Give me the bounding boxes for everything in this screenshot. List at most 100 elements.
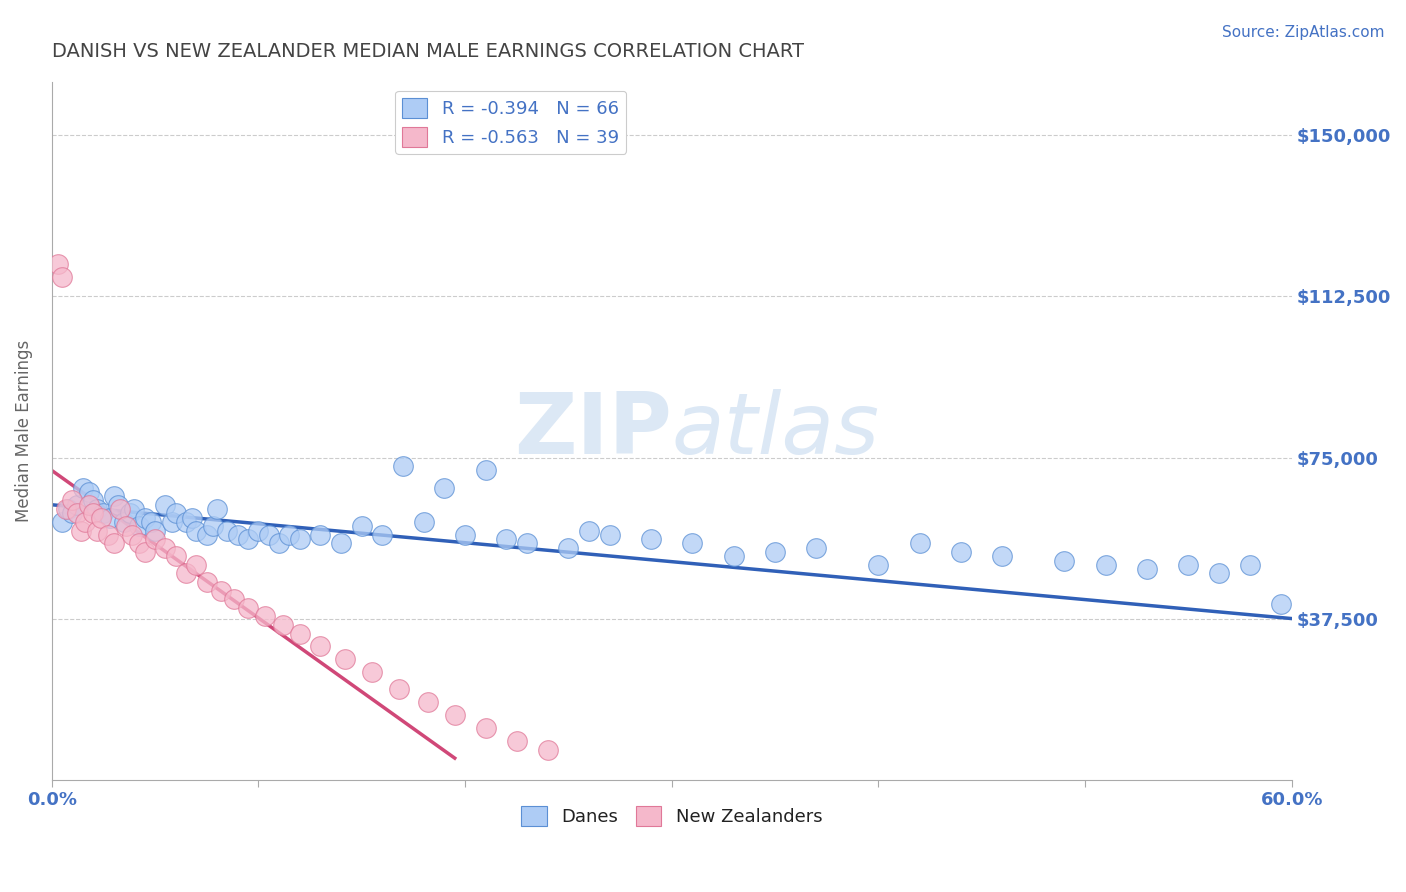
- Point: [236, 532, 259, 546]
- Point: [46, 257, 69, 271]
- Point: [222, 592, 245, 607]
- Point: [209, 583, 232, 598]
- Point: [1177, 558, 1199, 572]
- Point: [309, 640, 332, 654]
- Point: [271, 618, 294, 632]
- Point: [388, 682, 411, 697]
- Point: [73, 515, 96, 529]
- Point: [201, 519, 224, 533]
- Point: [155, 498, 177, 512]
- Point: [128, 536, 150, 550]
- Point: [226, 528, 249, 542]
- Point: [62, 507, 84, 521]
- Point: [139, 515, 162, 529]
- Point: [174, 566, 197, 581]
- Point: [443, 708, 465, 723]
- Point: [288, 626, 311, 640]
- Point: [267, 536, 290, 550]
- Point: [128, 519, 150, 533]
- Point: [107, 498, 129, 512]
- Point: [108, 502, 131, 516]
- Point: [165, 549, 187, 564]
- Point: [640, 532, 662, 546]
- Point: [86, 502, 108, 516]
- Point: [90, 510, 112, 524]
- Point: [1053, 553, 1076, 567]
- Point: [165, 507, 187, 521]
- Point: [82, 493, 104, 508]
- Point: [77, 484, 100, 499]
- Point: [288, 532, 311, 546]
- Point: [115, 519, 138, 533]
- Point: [51, 515, 73, 529]
- Point: [578, 524, 600, 538]
- Point: [392, 459, 415, 474]
- Point: [65, 498, 87, 512]
- Point: [217, 524, 239, 538]
- Point: [55, 502, 77, 516]
- Point: [723, 549, 745, 564]
- Point: [143, 532, 166, 546]
- Point: [160, 515, 183, 529]
- Point: [516, 536, 538, 550]
- Point: [93, 507, 115, 521]
- Text: Source: ZipAtlas.com: Source: ZipAtlas.com: [1222, 25, 1385, 40]
- Point: [62, 493, 84, 508]
- Point: [121, 528, 143, 542]
- Point: [278, 528, 301, 542]
- Point: [112, 515, 135, 529]
- Point: [51, 270, 73, 285]
- Y-axis label: Median Male Earnings: Median Male Earnings: [15, 340, 32, 522]
- Point: [991, 549, 1014, 564]
- Point: [335, 652, 357, 666]
- Point: [134, 545, 156, 559]
- Point: [186, 524, 208, 538]
- Point: [474, 721, 496, 735]
- Point: [350, 519, 373, 533]
- Point: [247, 524, 270, 538]
- Point: [86, 524, 108, 538]
- Point: [416, 695, 439, 709]
- Point: [103, 536, 125, 550]
- Point: [1239, 558, 1261, 572]
- Point: [236, 600, 259, 615]
- Point: [557, 541, 579, 555]
- Point: [181, 510, 204, 524]
- Point: [1136, 562, 1159, 576]
- Point: [143, 524, 166, 538]
- Point: [134, 510, 156, 524]
- Point: [412, 515, 434, 529]
- Point: [124, 502, 146, 516]
- Point: [96, 528, 118, 542]
- Point: [195, 528, 218, 542]
- Point: [72, 481, 94, 495]
- Point: [65, 507, 87, 521]
- Text: ZIP: ZIP: [515, 389, 672, 472]
- Point: [537, 742, 560, 756]
- Point: [330, 536, 353, 550]
- Point: [806, 541, 828, 555]
- Point: [69, 524, 91, 538]
- Point: [1208, 566, 1230, 581]
- Text: atlas: atlas: [672, 389, 880, 472]
- Point: [103, 489, 125, 503]
- Point: [868, 558, 890, 572]
- Point: [195, 575, 218, 590]
- Point: [98, 510, 121, 524]
- Point: [371, 528, 394, 542]
- Point: [58, 502, 80, 516]
- Point: [950, 545, 973, 559]
- Point: [361, 665, 384, 680]
- Point: [186, 558, 208, 572]
- Text: DANISH VS NEW ZEALANDER MEDIAN MALE EARNINGS CORRELATION CHART: DANISH VS NEW ZEALANDER MEDIAN MALE EARN…: [52, 42, 804, 61]
- Point: [77, 498, 100, 512]
- Point: [506, 734, 529, 748]
- Point: [174, 515, 197, 529]
- Point: [82, 507, 104, 521]
- Legend: Danes, New Zealanders: Danes, New Zealanders: [515, 799, 830, 833]
- Point: [1270, 597, 1292, 611]
- Point: [495, 532, 517, 546]
- Point: [253, 609, 276, 624]
- Point: [309, 528, 332, 542]
- Point: [155, 541, 177, 555]
